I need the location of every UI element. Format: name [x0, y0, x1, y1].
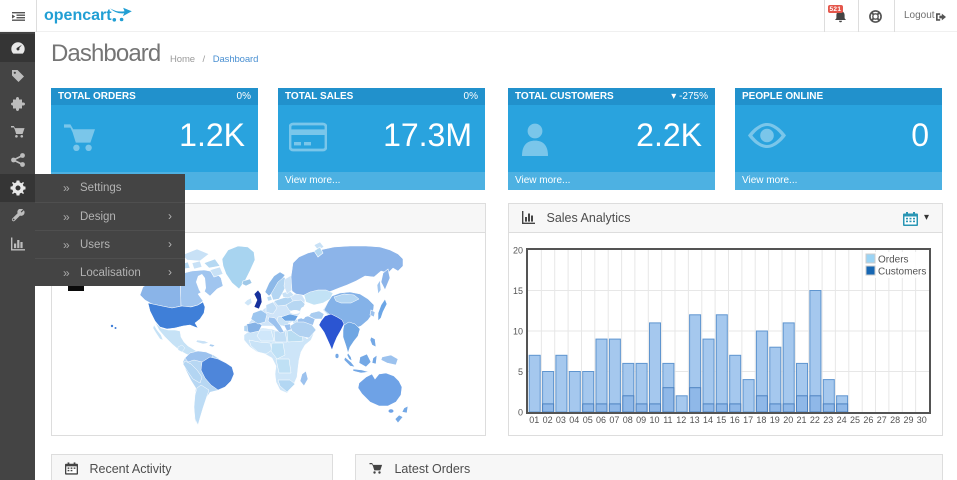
- svg-text:5: 5: [518, 367, 523, 377]
- svg-text:13: 13: [690, 415, 700, 425]
- svg-text:10: 10: [513, 327, 523, 337]
- svg-text:20: 20: [783, 415, 793, 425]
- svg-text:01: 01: [529, 415, 539, 425]
- svg-text:12: 12: [676, 415, 686, 425]
- svg-text:04: 04: [569, 415, 579, 425]
- svg-text:08: 08: [623, 415, 633, 425]
- svg-text:22: 22: [810, 415, 820, 425]
- svg-text:09: 09: [636, 415, 646, 425]
- svg-text:28: 28: [890, 415, 900, 425]
- svg-text:21: 21: [796, 415, 806, 425]
- svg-text:20: 20: [513, 246, 523, 256]
- svg-text:15: 15: [513, 286, 523, 296]
- svg-text:02: 02: [543, 415, 553, 425]
- svg-text:03: 03: [556, 415, 566, 425]
- svg-text:25: 25: [850, 415, 860, 425]
- svg-text:29: 29: [903, 415, 913, 425]
- svg-text:14: 14: [703, 415, 713, 425]
- svg-text:07: 07: [609, 415, 619, 425]
- svg-text:Customers: Customers: [878, 267, 926, 278]
- svg-text:0: 0: [518, 408, 523, 418]
- svg-text:27: 27: [877, 415, 887, 425]
- svg-text:24: 24: [837, 415, 847, 425]
- svg-text:16: 16: [730, 415, 740, 425]
- svg-text:30: 30: [917, 415, 927, 425]
- svg-text:19: 19: [770, 415, 780, 425]
- svg-text:06: 06: [596, 415, 606, 425]
- svg-text:11: 11: [663, 415, 672, 425]
- svg-text:18: 18: [756, 415, 766, 425]
- svg-text:17: 17: [743, 415, 753, 425]
- svg-text:Orders: Orders: [878, 255, 909, 266]
- svg-text:05: 05: [583, 415, 593, 425]
- svg-text:23: 23: [823, 415, 833, 425]
- svg-text:26: 26: [863, 415, 873, 425]
- svg-text:15: 15: [716, 415, 726, 425]
- svg-text:10: 10: [649, 415, 659, 425]
